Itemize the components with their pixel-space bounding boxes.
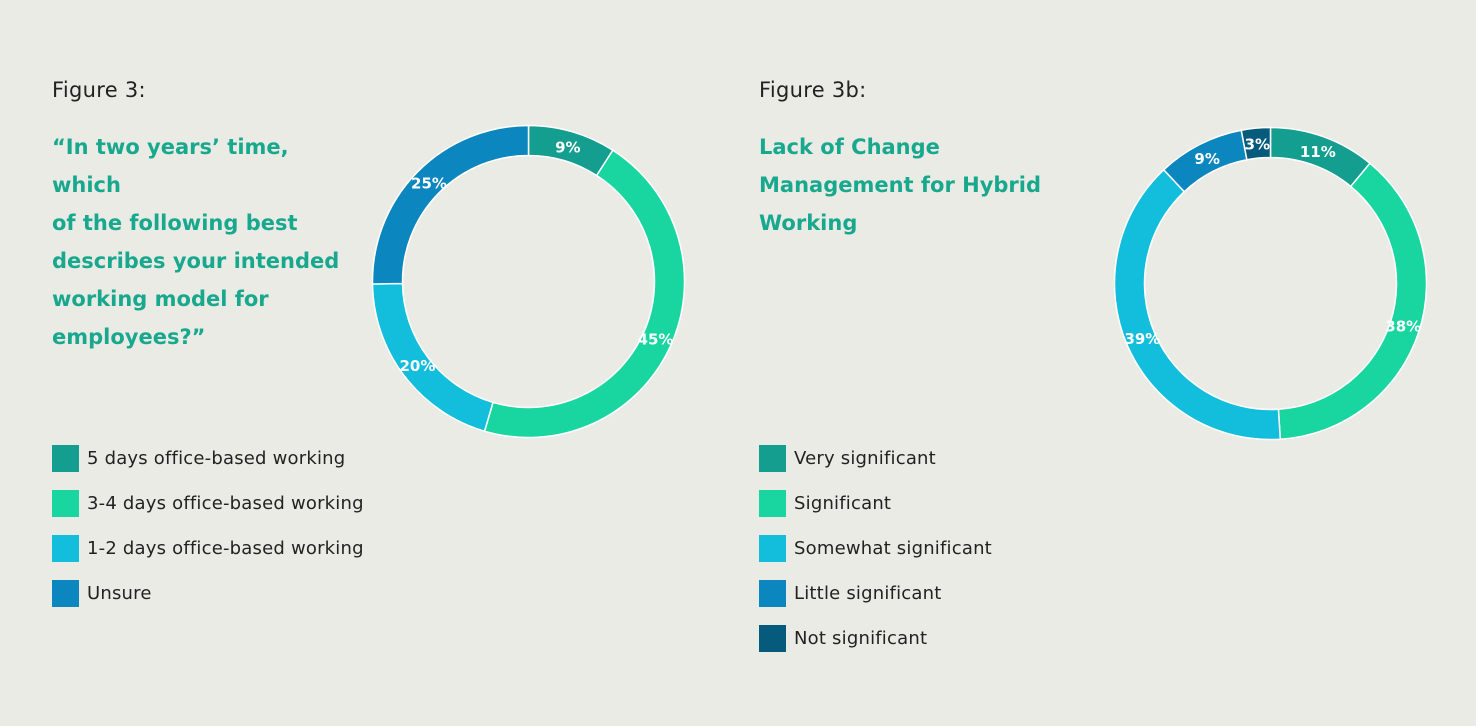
figure-label: Figure 3: <box>52 78 146 102</box>
legend-swatch <box>52 580 79 607</box>
legend-label: 1-2 days office-based working <box>87 538 364 559</box>
slice-value-label: 38% <box>1385 318 1421 336</box>
legend-item: Significant <box>759 481 992 526</box>
legend-item: Not significant <box>759 616 992 661</box>
legend-item: Little significant <box>759 571 992 616</box>
figure-3b-panel: Figure 3b: Lack of Change Management for… <box>738 0 1476 726</box>
chart-legend: 5 days office-based working 3-4 days offi… <box>52 436 364 616</box>
legend-label: Unsure <box>87 583 152 604</box>
donut-slice <box>371 124 530 285</box>
slice-value-label: 9% <box>1194 150 1219 168</box>
slice-value-label: 9% <box>555 139 580 157</box>
legend-swatch <box>52 445 79 472</box>
slice-value-label: 20% <box>399 357 435 375</box>
legend-swatch <box>52 535 79 562</box>
legend-swatch <box>759 580 786 607</box>
figure-3-panel: Figure 3: “In two years’ time, which of … <box>52 78 686 616</box>
donut-slice <box>1113 168 1282 441</box>
figure-label: Figure 3b: <box>759 78 867 102</box>
slice-value-label: 45% <box>638 330 674 348</box>
slice-value-label: 3% <box>1245 136 1270 154</box>
legend-item: Unsure <box>52 571 364 616</box>
legend-label: Somewhat significant <box>794 538 992 559</box>
legend-label: 5 days office-based working <box>87 448 346 469</box>
donut-chart: 9% 45% 20% 25% <box>371 124 686 439</box>
legend-item: 5 days office-based working <box>52 436 364 481</box>
donut-slice <box>483 149 686 439</box>
chart-legend: Very significant Significant Somewhat sign… <box>759 436 992 661</box>
slice-value-label: 39% <box>1124 330 1160 348</box>
legend-label: Little significant <box>794 583 942 604</box>
legend-item: Very significant <box>759 436 992 481</box>
legend-swatch <box>759 625 786 652</box>
legend-item: Somewhat significant <box>759 526 992 571</box>
legend-label: Very significant <box>794 448 936 469</box>
slice-value-label: 11% <box>1300 143 1336 161</box>
legend-label: Significant <box>794 493 892 514</box>
chart-title: “In two years’ time, which of the follow… <box>52 135 340 349</box>
slice-value-label: 25% <box>411 175 447 193</box>
donut-slice <box>1277 162 1428 440</box>
legend-swatch <box>52 490 79 517</box>
legend-swatch <box>759 490 786 517</box>
legend-item: 1-2 days office-based working <box>52 526 364 571</box>
donut-chart: 11% 38% 39% 9% 3% <box>1113 126 1428 441</box>
legend-item: 3-4 days office-based working <box>52 481 364 526</box>
legend-swatch <box>759 535 786 562</box>
legend-label: 3-4 days office-based working <box>87 493 364 514</box>
legend-label: Not significant <box>794 628 928 649</box>
chart-title: Lack of Change Management for Hybrid Wor… <box>759 135 1042 235</box>
donut-slice <box>1240 126 1272 161</box>
legend-swatch <box>759 445 786 472</box>
